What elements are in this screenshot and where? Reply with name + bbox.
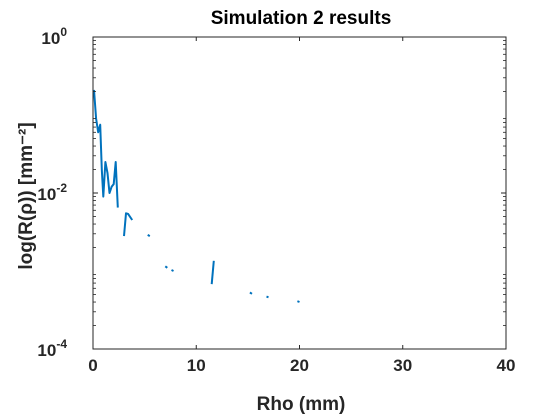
series-line-segment	[164, 265, 168, 269]
x-tick-label: 0	[88, 356, 97, 375]
axis-ticks: 0 10 20 30 40 100 10-2 10-4	[37, 25, 515, 375]
x-tick-label: 40	[497, 356, 516, 375]
series-line-segment	[266, 295, 269, 299]
series-line-segment	[297, 300, 300, 303]
y-axis-label: log(R(ρ)) [mm⁻²]	[16, 122, 37, 269]
series-line-segment	[93, 89, 119, 208]
chart-title: Simulation 2 results	[211, 8, 392, 29]
x-tick-label: 10	[187, 356, 206, 375]
y-tick-label: 10-2	[37, 181, 67, 204]
series-line-segment	[171, 269, 174, 272]
plot-area: 0 10 20 30 40 100 10-2 10-4	[37, 25, 515, 375]
series-line-segment	[147, 234, 151, 237]
y-tick-label: 10-4	[37, 337, 67, 360]
series-line-segment	[249, 291, 253, 295]
series-line-segment	[210, 260, 215, 285]
x-tick-label: 20	[290, 356, 309, 375]
x-axis-label: Rho (mm)	[257, 394, 346, 415]
series-line-segment	[123, 212, 134, 237]
axes-background	[93, 37, 506, 349]
x-tick-label: 30	[393, 356, 412, 375]
y-tick-label: 100	[41, 25, 67, 48]
series-lines	[93, 89, 300, 303]
